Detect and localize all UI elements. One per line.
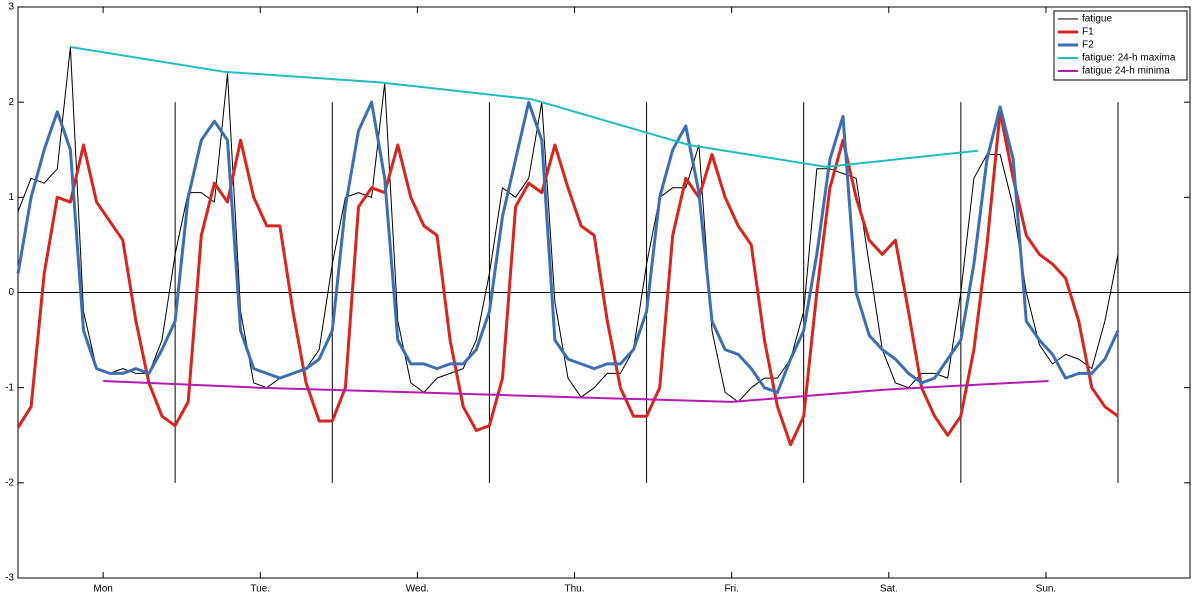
y-tick-label: 0 xyxy=(8,287,14,298)
legend-label: fatigue xyxy=(1082,14,1112,25)
series-line xyxy=(16,100,1120,394)
y-tick-label: 1 xyxy=(8,192,14,203)
x-tick-label: Thu. xyxy=(565,584,585,595)
legend-label: F1 xyxy=(1082,27,1094,38)
series-line xyxy=(70,46,979,168)
y-tick-label: -2 xyxy=(5,477,14,488)
series-line xyxy=(103,380,1049,403)
y-tick-label: 2 xyxy=(8,97,14,108)
legend-label: fatigue: 24-h maxima xyxy=(1082,53,1176,64)
series-line xyxy=(17,46,1119,403)
x-tick-label: Sat. xyxy=(880,584,898,595)
x-tick-label: Fri. xyxy=(724,584,738,595)
x-tick-label: Wed. xyxy=(406,584,429,595)
x-tick-label: Sun. xyxy=(1036,584,1057,595)
x-tick-label: Tue. xyxy=(250,584,270,595)
y-tick-label: -3 xyxy=(5,573,14,584)
y-tick-label: -1 xyxy=(5,382,14,393)
series-line xyxy=(16,110,1119,447)
x-tick-label: Mon xyxy=(93,584,112,595)
y-tick-label: 3 xyxy=(8,2,14,13)
legend-label: fatigue 24-h minima xyxy=(1082,66,1170,77)
legend-label: F2 xyxy=(1082,40,1094,51)
